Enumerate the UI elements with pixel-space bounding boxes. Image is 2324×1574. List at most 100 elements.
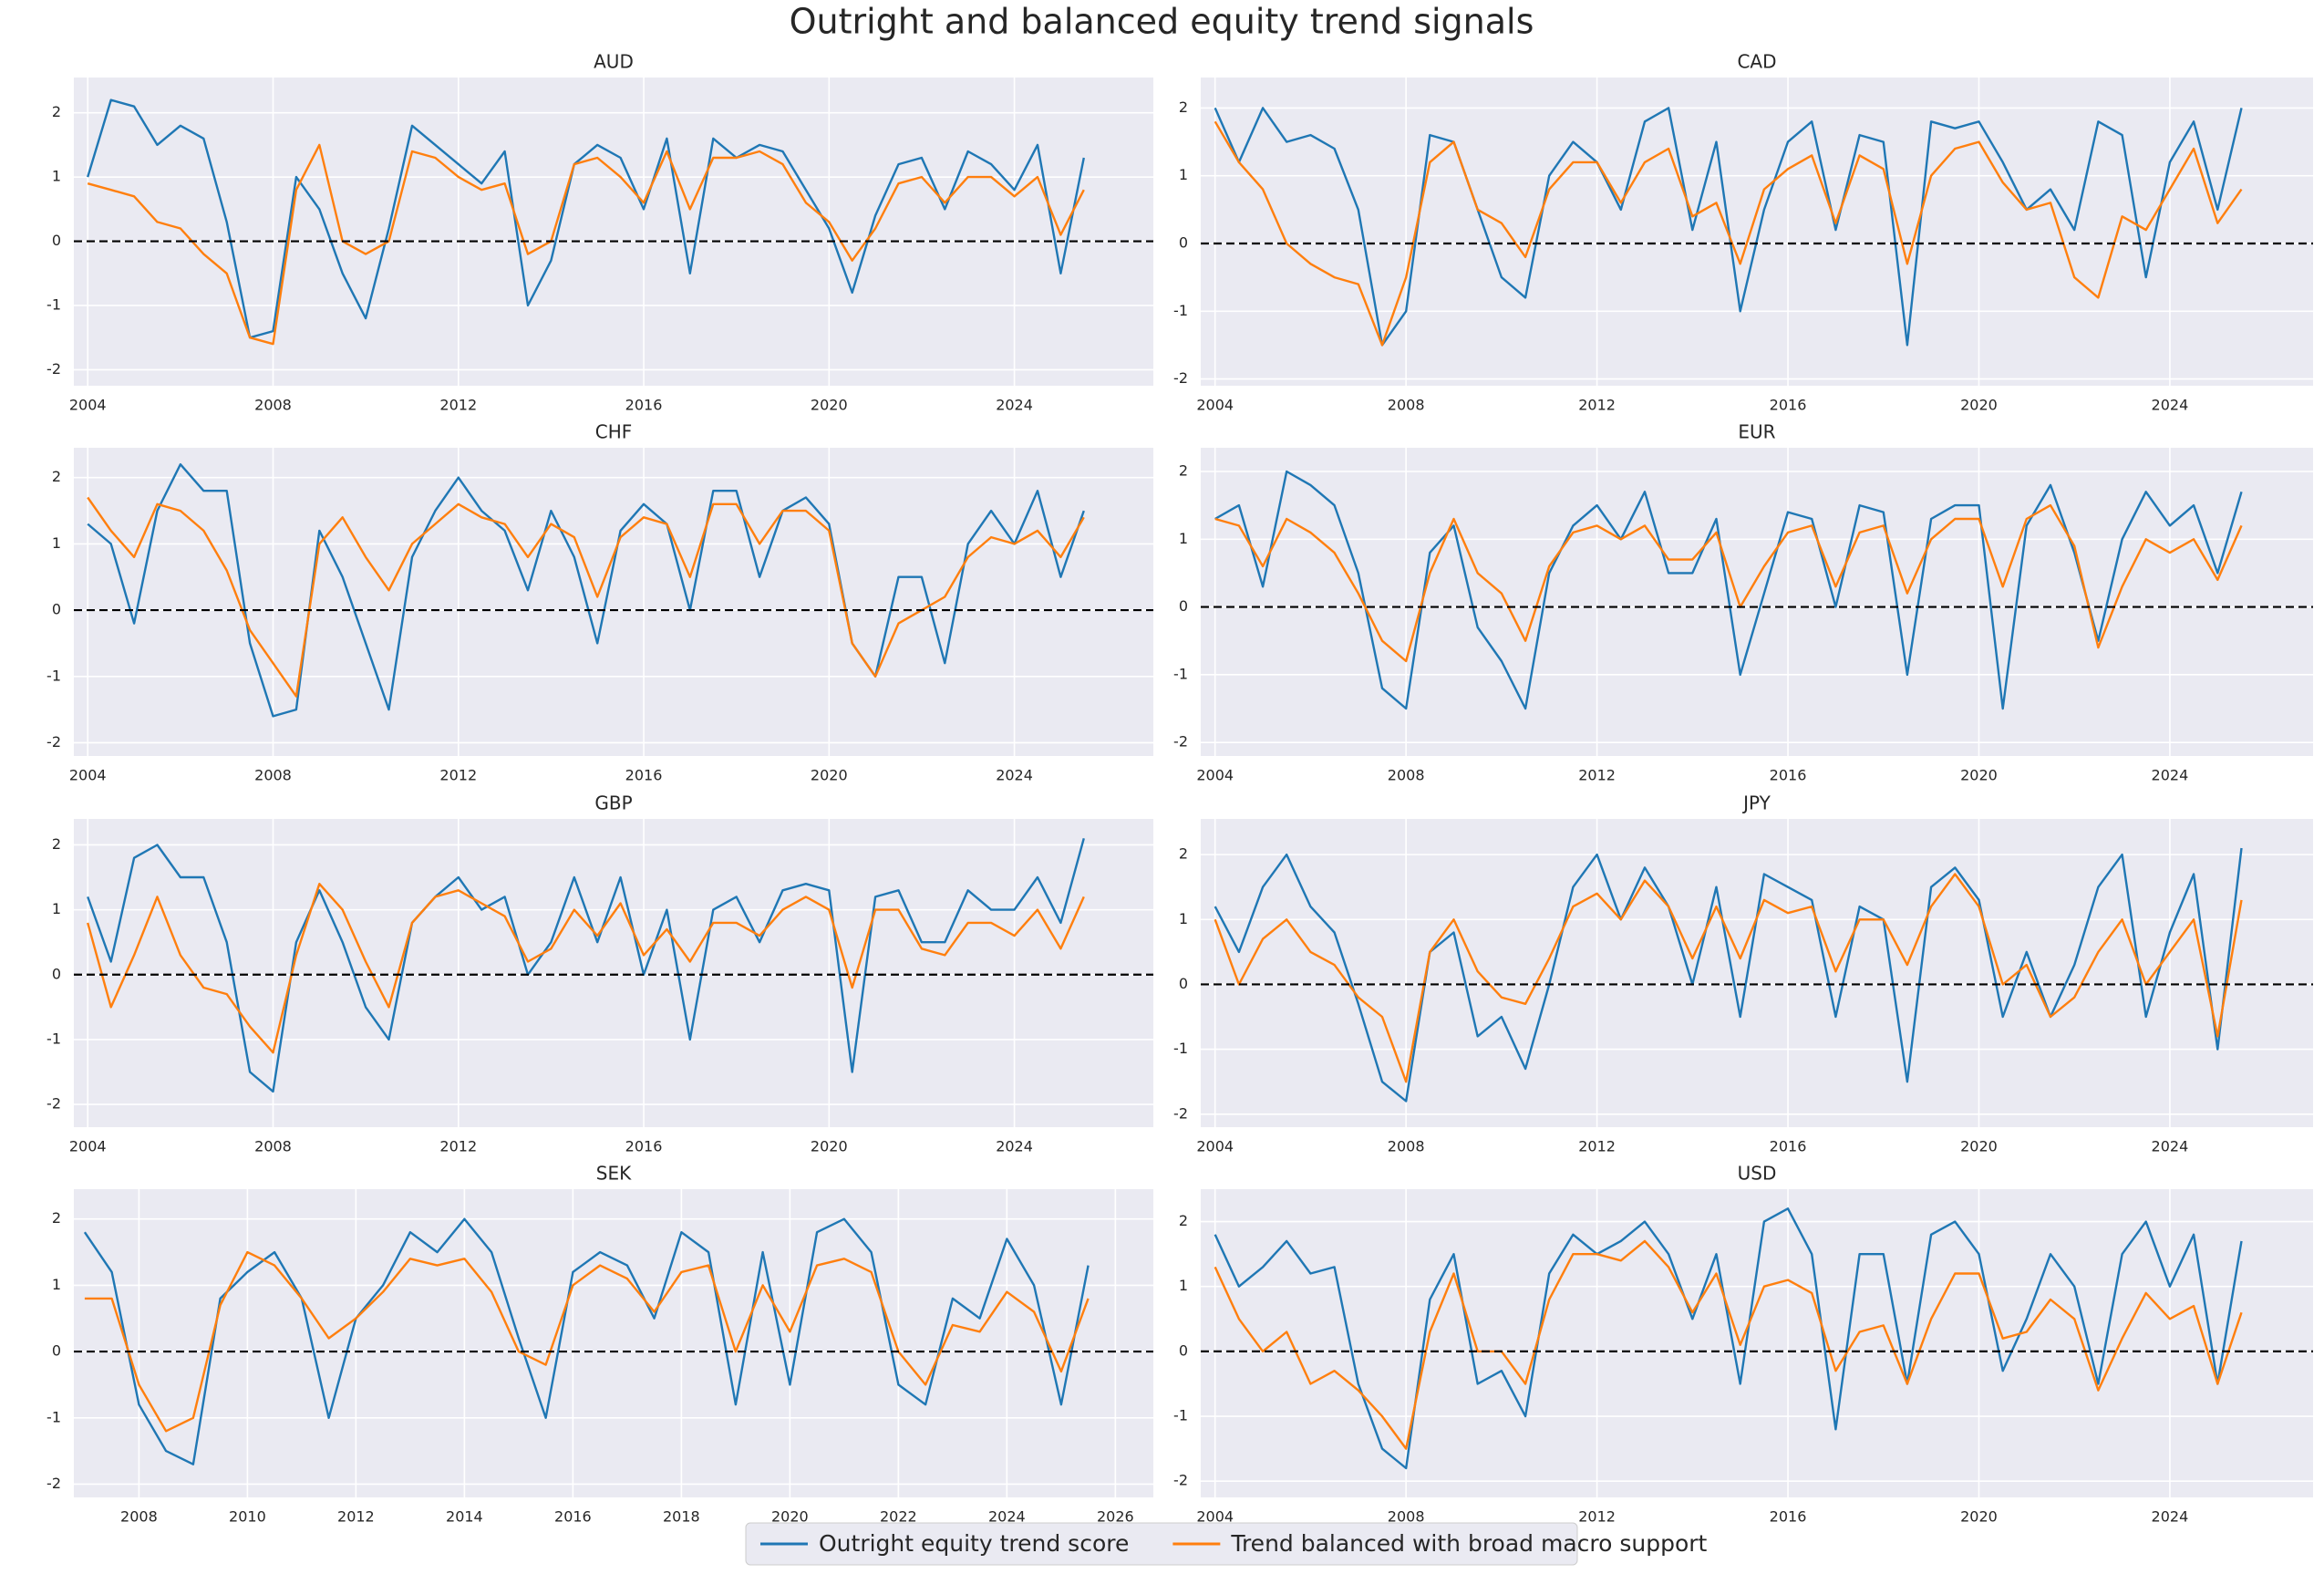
x-tick-label: 2008 — [1388, 1508, 1425, 1526]
y-tick-label: 2 — [52, 468, 61, 485]
y-tick-label: 2 — [1179, 98, 1188, 116]
x-tick-label: 2018 — [663, 1508, 700, 1526]
x-tick-label: 2016 — [554, 1508, 592, 1526]
y-tick-label: -2 — [1173, 1104, 1188, 1122]
y-tick-label: -1 — [46, 667, 61, 684]
x-tick-label: 2008 — [1388, 767, 1425, 784]
x-tick-label: 2020 — [811, 767, 848, 784]
y-tick-label: 0 — [52, 965, 61, 982]
x-tick-label: 2016 — [625, 767, 663, 784]
x-tick-label: 2010 — [229, 1508, 266, 1526]
x-tick-label: 2012 — [1578, 767, 1616, 784]
x-tick-label: 2016 — [1770, 1138, 1807, 1155]
x-tick-label: 2024 — [996, 397, 1033, 414]
series-line — [87, 98, 1085, 339]
subplot: SEK -2 -1 0 1 2 2008 2010 2012 2014 2016 2018 2020 20… — [46, 1163, 1153, 1526]
y-tick-label: -1 — [46, 295, 61, 313]
series-line — [1214, 1207, 2243, 1470]
plot-area — [74, 819, 1153, 1127]
x-tick-label: 2012 — [1578, 397, 1616, 414]
figure-title: Outright and balanced equity trend signa… — [790, 2, 1534, 42]
x-tick-label: 2008 — [1388, 1138, 1425, 1155]
x-tick-label: 2008 — [120, 1508, 158, 1526]
panel-title: CAD — [1737, 51, 1776, 73]
series-line — [1214, 120, 2243, 347]
x-tick-label: 2004 — [69, 767, 107, 784]
y-tick-label: -2 — [1173, 1472, 1188, 1489]
y-tick-label: 2 — [1179, 1212, 1188, 1229]
y-tick-label: -1 — [1173, 1407, 1188, 1424]
subplot: USD -2 -1 0 1 2 2004 2008 2012 2016 2020 2024 — [1173, 1163, 2313, 1526]
x-tick-label: 2004 — [1196, 767, 1234, 784]
y-tick-label: 0 — [52, 1342, 61, 1360]
x-tick-label: 2004 — [69, 1138, 107, 1155]
y-tick-label: 1 — [1179, 166, 1188, 183]
y-tick-label: 1 — [1179, 1277, 1188, 1294]
subplot: GBP -2 -1 0 1 2 2004 2008 2012 2016 2020 2024 — [46, 792, 1153, 1155]
plot-area — [74, 448, 1153, 756]
y-tick-label: 0 — [1179, 975, 1188, 992]
series-line — [1214, 1239, 2243, 1450]
y-tick-label: 2 — [1179, 845, 1188, 863]
y-tick-label: -2 — [46, 360, 61, 378]
x-tick-label: 2020 — [1960, 1138, 1998, 1155]
x-tick-label: 2024 — [2152, 1138, 2189, 1155]
plot-area — [74, 1189, 1153, 1497]
y-tick-label: 1 — [52, 1276, 61, 1293]
y-tick-label: 1 — [52, 900, 61, 917]
subplot: EUR -2 -1 0 1 2 2004 2008 2012 2016 2020 2024 — [1173, 421, 2313, 784]
series-line — [87, 143, 1085, 346]
y-tick-label: 0 — [52, 232, 61, 249]
x-tick-label: 2020 — [771, 1508, 809, 1526]
panel-title: JPY — [1741, 792, 1771, 814]
y-tick-label: 0 — [1179, 234, 1188, 252]
y-tick-label: -1 — [1173, 665, 1188, 682]
x-tick-label: 2008 — [254, 767, 292, 784]
series-line — [1214, 107, 2243, 347]
y-tick-label: 2 — [52, 103, 61, 120]
y-tick-label: 2 — [52, 835, 61, 853]
y-tick-label: 1 — [1179, 530, 1188, 547]
y-tick-label: 2 — [52, 1209, 61, 1227]
x-tick-label: 2012 — [337, 1508, 375, 1526]
series-line — [83, 1217, 1090, 1465]
series-line — [87, 837, 1085, 1093]
x-tick-label: 2012 — [1578, 1508, 1616, 1526]
plot-area — [1201, 819, 2313, 1127]
x-tick-label: 2016 — [625, 1138, 663, 1155]
y-tick-label: -1 — [46, 1030, 61, 1047]
x-tick-label: 2004 — [1196, 1138, 1234, 1155]
y-tick-label: 1 — [1179, 910, 1188, 927]
x-tick-label: 2026 — [1097, 1508, 1134, 1526]
series-line — [87, 883, 1085, 1054]
plot-area — [1201, 1189, 2313, 1497]
y-tick-label: 1 — [52, 534, 61, 552]
series-line — [84, 1250, 1090, 1433]
subplot: AUD -2 -1 0 1 2 2004 2008 2012 2016 2020 2024 — [46, 51, 1153, 414]
y-tick-label: -2 — [46, 1475, 61, 1492]
x-tick-label: 2020 — [811, 1138, 848, 1155]
x-tick-label: 2020 — [811, 397, 848, 414]
panel-title: USD — [1738, 1163, 1777, 1185]
x-tick-label: 2020 — [1960, 1508, 1998, 1526]
panel-title: SEK — [596, 1163, 632, 1185]
plot-area — [1201, 78, 2313, 386]
x-tick-label: 2012 — [439, 1138, 477, 1155]
series-line — [1214, 503, 2243, 663]
x-tick-label: 2024 — [988, 1508, 1026, 1526]
x-tick-label: 2004 — [69, 397, 107, 414]
x-tick-label: 2008 — [1388, 397, 1425, 414]
plot-area — [1201, 448, 2313, 756]
series-line — [1214, 873, 2243, 1083]
y-tick-label: 0 — [1179, 597, 1188, 615]
x-tick-label: 2016 — [1770, 1508, 1807, 1526]
x-tick-label: 2020 — [1960, 767, 1998, 784]
x-tick-label: 2024 — [996, 767, 1033, 784]
series-line — [87, 463, 1085, 718]
y-tick-label: -2 — [46, 1095, 61, 1113]
legend: Outright equity trend score Trend balance… — [745, 1522, 1708, 1566]
y-tick-label: -1 — [1173, 1040, 1188, 1057]
x-tick-label: 2012 — [1578, 1138, 1616, 1155]
panel-title: CHF — [595, 421, 633, 443]
series-line — [87, 496, 1085, 698]
